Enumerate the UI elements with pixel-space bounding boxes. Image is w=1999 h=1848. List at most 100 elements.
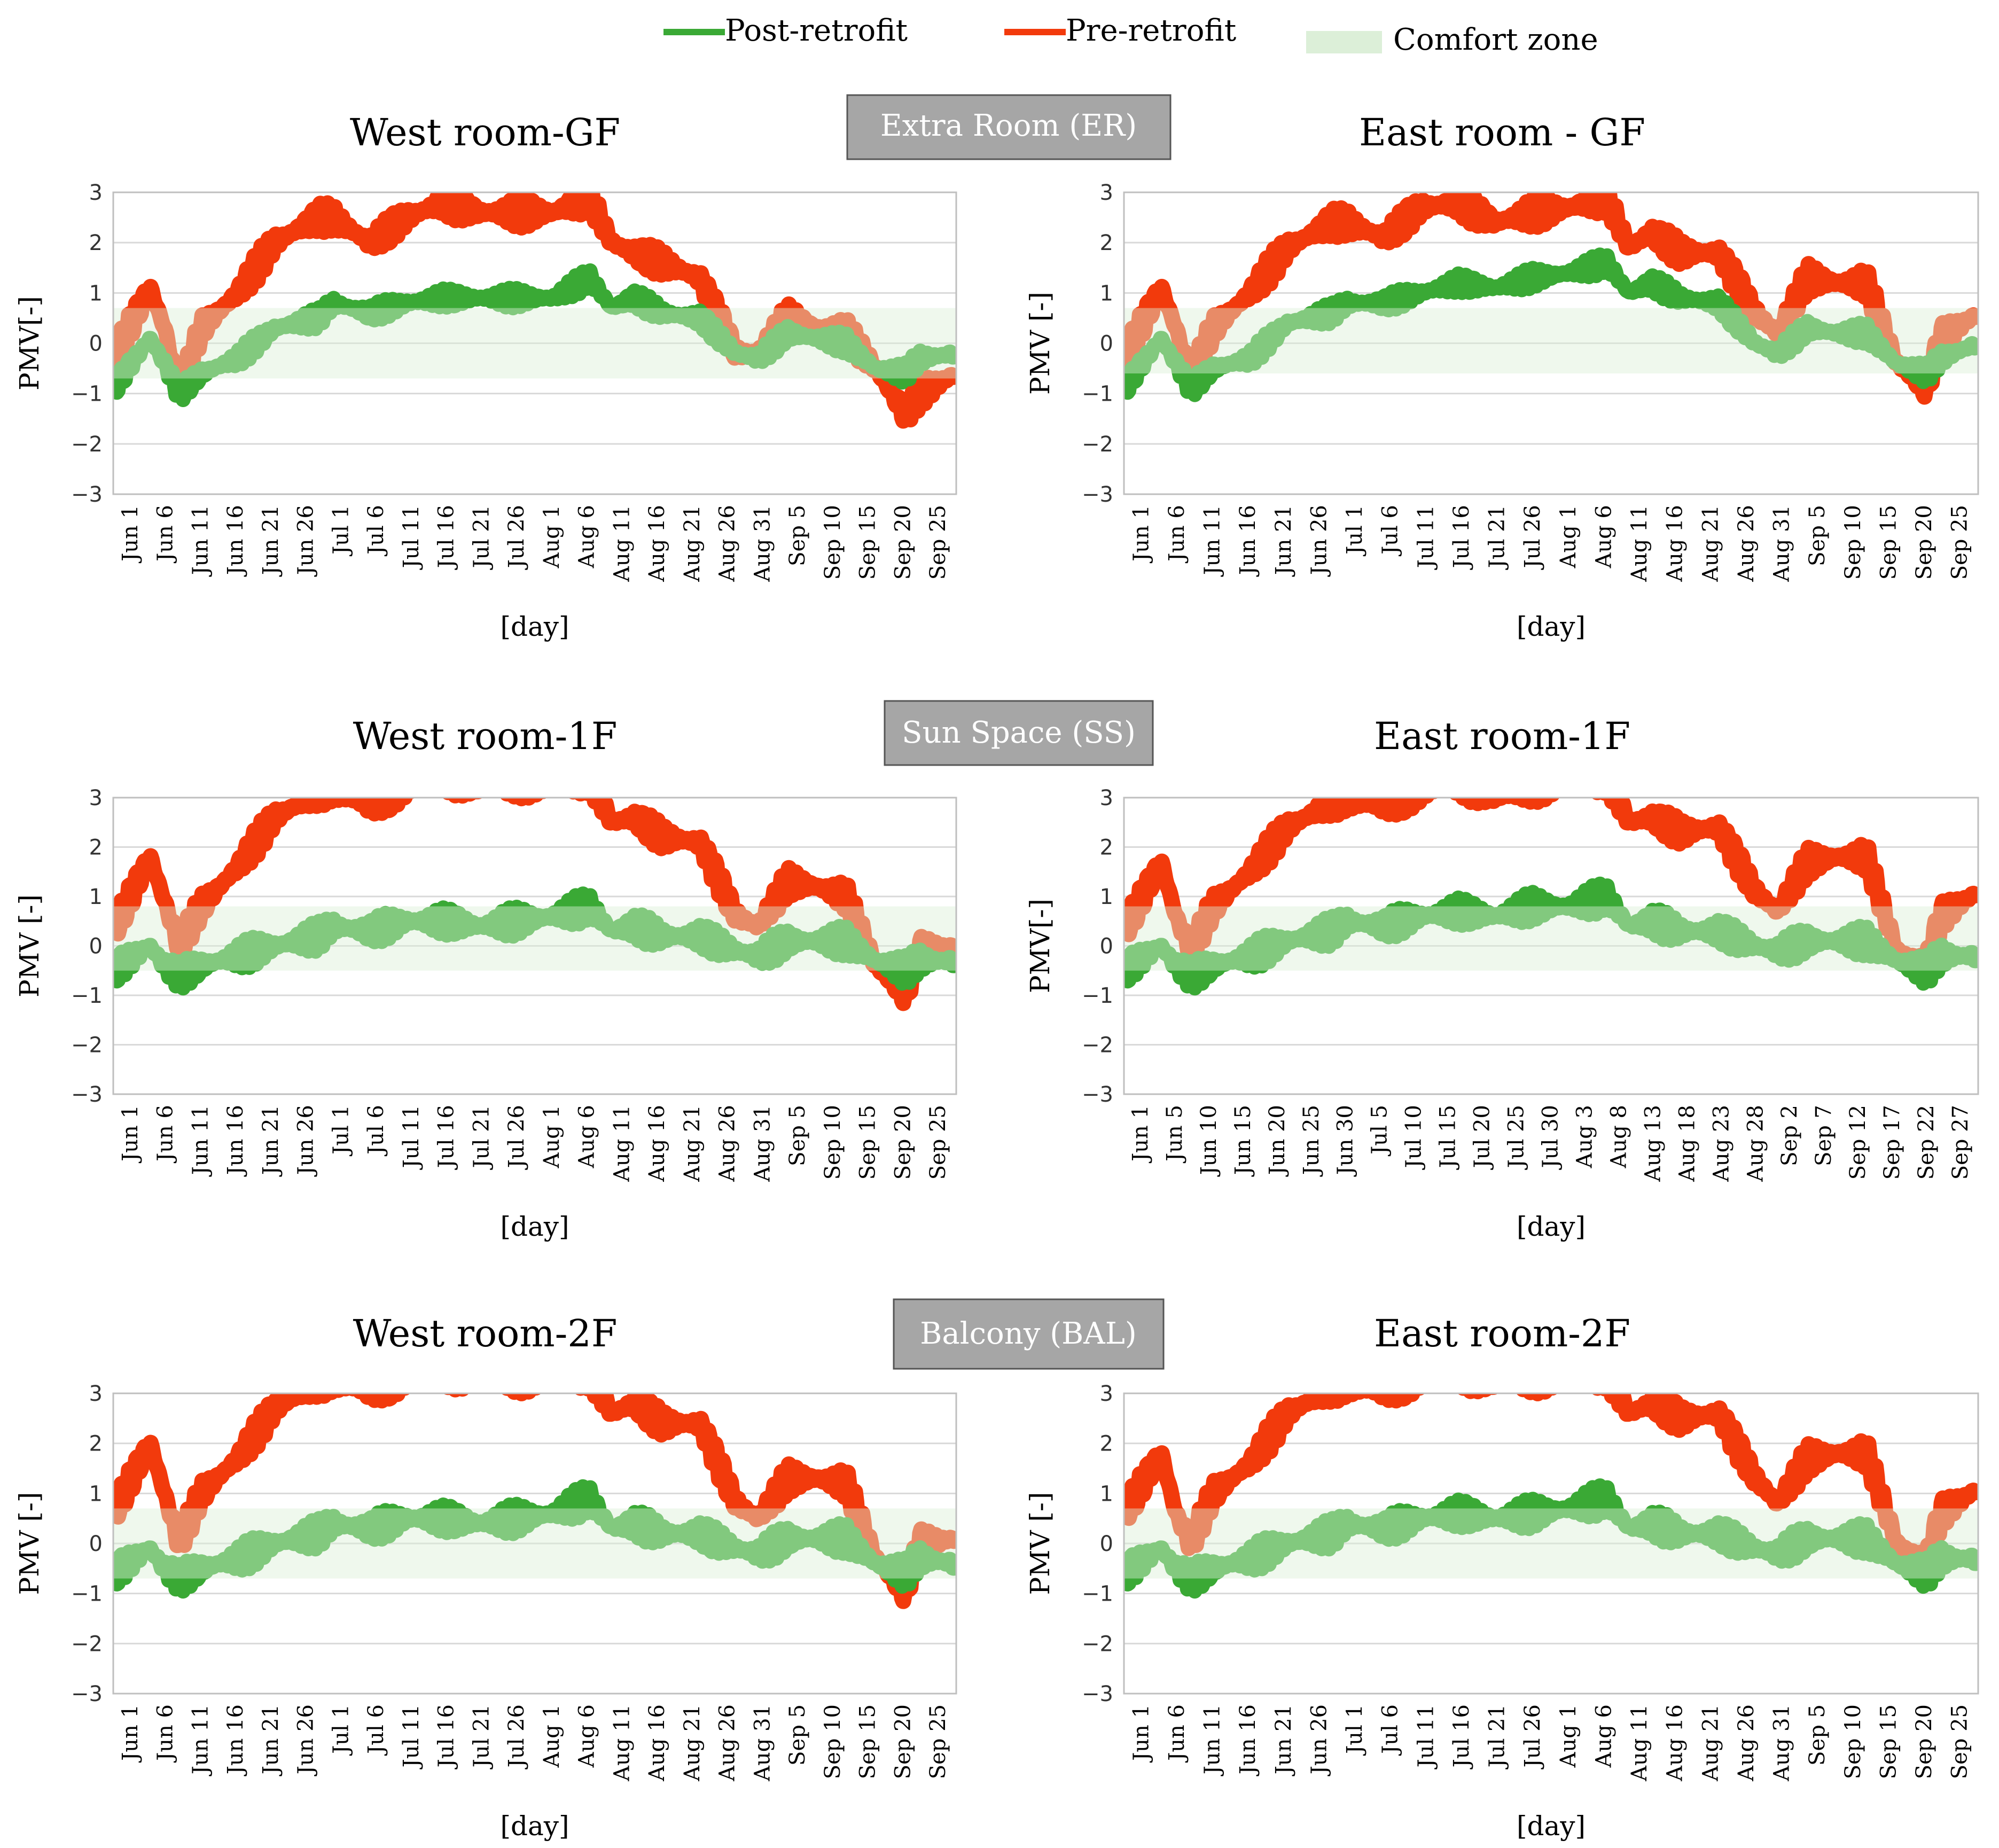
x-tick-label: Sep 15 xyxy=(1876,1704,1901,1779)
x-tick-label: Jul 21 xyxy=(1485,1704,1510,1769)
y-tick-label: −1 xyxy=(71,382,103,407)
x-axis-label: [day] xyxy=(1517,1211,1586,1242)
legend-post-label: Post-retrofit xyxy=(725,13,908,48)
x-tick-label: Aug 21 xyxy=(680,505,705,582)
x-tick-label: Jun 6 xyxy=(1165,505,1189,564)
x-tick-label: Sep 25 xyxy=(1948,1704,1972,1779)
x-tick-label: Jun 1 xyxy=(1129,505,1153,564)
series-pre-retrofit xyxy=(113,192,956,429)
chart-panel-west-room-1f: West room-1F 3 2 1 0 −1 −2 −3 Jun 1 Jun 6 Jun 11 Ju… xyxy=(14,714,957,1242)
x-tick-label: Aug 31 xyxy=(750,1105,775,1182)
y-tick-label: 3 xyxy=(89,1382,103,1406)
x-tick-label: Jun 11 xyxy=(188,1704,213,1776)
series-post-retrofit xyxy=(1124,247,1978,402)
x-tick-label: Aug 6 xyxy=(575,1105,599,1168)
y-axis-label: PMV [-] xyxy=(14,1492,45,1595)
x-tick-label: Aug 1 xyxy=(540,1105,564,1168)
x-tick-label: Jun 1 xyxy=(118,505,143,564)
chart-title: West room-2F xyxy=(353,1312,618,1355)
legend: Post-retrofit Pre-retrofit Comfort zone xyxy=(663,13,1598,57)
x-tick-label: Aug 26 xyxy=(715,505,740,582)
plot-series xyxy=(113,192,956,429)
group-label-balcony: Balcony (BAL) xyxy=(893,1298,1165,1370)
plot-series xyxy=(113,798,956,1011)
x-tick-label: Sep 5 xyxy=(785,505,810,566)
plot-frame xyxy=(1123,1392,1979,1695)
chart-title: East room-2F xyxy=(1374,1312,1630,1355)
y-tick-label: 0 xyxy=(1100,1532,1113,1556)
x-tick-label: Jul 1 xyxy=(1342,1704,1367,1756)
x-tick-label: Aug 18 xyxy=(1675,1105,1699,1182)
group-label-extra-room: Extra Room (ER) xyxy=(846,94,1172,160)
x-tick-label: Sep 15 xyxy=(856,1704,880,1779)
chart-panel-west-room-gf: West room-GF 3 2 1 0 −1 −2 −3 Jun 1 Jun 6 Jun 11 Ju… xyxy=(14,111,957,642)
y-tick-label: −2 xyxy=(1082,1632,1113,1656)
y-tick-label: 1 xyxy=(89,885,103,909)
y-axis-label: PMV [-] xyxy=(14,894,45,997)
plot-frame xyxy=(112,191,957,495)
x-tick-label: Aug 23 xyxy=(1709,1105,1733,1182)
y-tick-label: −1 xyxy=(71,1582,103,1607)
legend-pre-label: Pre-retrofit xyxy=(1066,13,1237,48)
x-tick-label: Jun 25 xyxy=(1299,1105,1324,1177)
x-tick-label: Jun 21 xyxy=(259,505,283,577)
comfort-zone-band xyxy=(113,906,956,971)
x-tick-label: Jun 6 xyxy=(1165,1704,1189,1763)
y-tick-label: −1 xyxy=(71,984,103,1008)
x-tick-label: Jun 1 xyxy=(118,1105,143,1164)
x-tick-label: Jul 11 xyxy=(399,1704,424,1769)
x-tick-label: Jun 16 xyxy=(223,1704,248,1776)
x-tick-label: Jun 26 xyxy=(294,1704,318,1776)
x-tick-label: Aug 26 xyxy=(715,1105,740,1182)
x-tick-label: Jul 16 xyxy=(434,1704,459,1769)
chart-title: East room - GF xyxy=(1359,111,1645,154)
x-axis-label: [day] xyxy=(1517,611,1586,642)
x-tick-label: Jul 26 xyxy=(504,505,529,570)
x-tick-label: Jun 1 xyxy=(1129,1704,1153,1763)
plot-series xyxy=(1124,1393,1978,1599)
x-tick-label: Aug 16 xyxy=(645,505,669,582)
comfort-zone-band xyxy=(1124,906,1978,971)
x-tick-label: Jul 1 xyxy=(329,505,353,557)
x-tick-label: Jun 20 xyxy=(1265,1105,1290,1177)
plot-series xyxy=(1124,798,1978,996)
x-tick-label: Jun 11 xyxy=(1200,505,1225,577)
comfort-zone-band xyxy=(113,308,956,379)
group-label-sun-space: Sun Space (SS) xyxy=(884,700,1154,766)
x-tick-label: Jun 26 xyxy=(1307,1704,1331,1776)
x-tick-label: Sep 20 xyxy=(1912,505,1936,580)
x-tick-label: Jun 21 xyxy=(259,1105,283,1177)
series-pre-retrofit xyxy=(1124,798,1978,983)
x-tick-label: Jul 16 xyxy=(434,505,459,570)
x-tick-label: Jul 11 xyxy=(399,505,424,570)
series-post-retrofit xyxy=(113,1479,956,1599)
x-tick-label: Jul 16 xyxy=(434,1105,459,1170)
x-tick-label: Jul 16 xyxy=(1449,505,1474,570)
x-tick-label: Jul 10 xyxy=(1402,1105,1426,1170)
x-tick-label: Aug 21 xyxy=(1698,505,1723,582)
x-tick-label: Aug 16 xyxy=(1663,505,1688,582)
legend-comfort-label: Comfort zone xyxy=(1393,22,1598,57)
plot-frame xyxy=(112,797,957,1095)
x-tick-label: Jun 11 xyxy=(1200,1704,1225,1776)
x-tick-label: Jul 30 xyxy=(1539,1105,1563,1170)
x-tick-label: Jun 26 xyxy=(1307,505,1331,577)
y-tick-label: 2 xyxy=(89,231,103,255)
y-axis-label: PMV[-] xyxy=(14,296,45,391)
y-tick-label: −1 xyxy=(1082,984,1113,1008)
chart-panel-east-room-gf: East room - GF 3 2 1 0 −1 −2 −3 Jun 1 Jun 6 Jun 11… xyxy=(1025,111,1979,642)
y-tick-label: 2 xyxy=(89,836,103,860)
x-tick-label: Jul 26 xyxy=(1520,505,1545,570)
y-tick-label: 1 xyxy=(1100,1481,1113,1506)
y-tick-label: 3 xyxy=(1100,181,1113,205)
x-tick-label: Jul 16 xyxy=(1449,1704,1474,1769)
y-tick-label: −3 xyxy=(1082,1082,1113,1107)
x-tick-label: Jun 26 xyxy=(294,505,318,577)
x-tick-label: Sep 25 xyxy=(926,505,950,580)
x-tick-label: Jul 1 xyxy=(1342,505,1367,557)
x-tick-label: Aug 3 xyxy=(1572,1105,1597,1168)
x-tick-label: Jul 26 xyxy=(1520,1704,1545,1769)
x-tick-label: Aug 1 xyxy=(1556,1704,1581,1768)
x-tick-label: Sep 10 xyxy=(1841,1704,1865,1779)
